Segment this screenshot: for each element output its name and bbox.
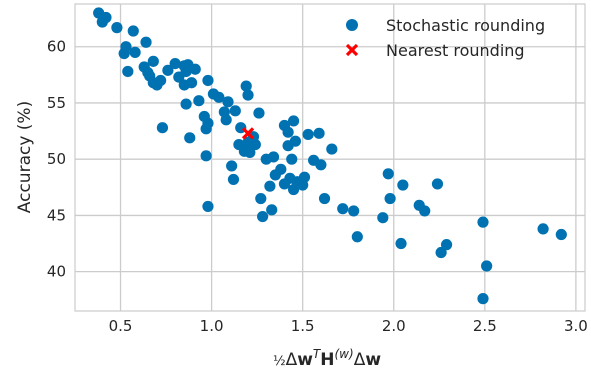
stochastic-rounding-point	[147, 55, 159, 67]
stochastic-rounding-point	[287, 115, 300, 127]
stochastic-rounding-point	[255, 192, 267, 205]
stochastic-rounding-point	[222, 96, 234, 108]
stochastic-rounding-point	[266, 204, 278, 216]
stochastic-rounding-point	[184, 132, 196, 144]
stochastic-rounding-point	[140, 36, 152, 48]
x-axis-label-superscript: (w)	[335, 347, 354, 361]
stochastic-rounding-point	[185, 77, 198, 89]
stochastic-rounding-point	[111, 22, 123, 34]
y-tick-label: 55	[47, 94, 66, 112]
data-points	[93, 7, 567, 305]
stochastic-rounding-point	[289, 135, 301, 147]
stochastic-rounding-point	[481, 260, 493, 272]
x-tick-label: 2.5	[473, 317, 497, 335]
x-axis-label: ½ΔwTH(w)Δw	[273, 347, 381, 370]
stochastic-rounding-point	[155, 74, 167, 87]
stochastic-rounding-point	[169, 58, 181, 70]
stochastic-rounding-point	[226, 160, 238, 172]
stochastic-rounding-point	[100, 11, 112, 24]
stochastic-rounding-point	[477, 293, 489, 305]
stochastic-rounding-point	[282, 126, 294, 138]
stochastic-rounding-point	[202, 200, 214, 213]
stochastic-rounding-point	[431, 178, 444, 190]
x-axis-label-w-2: w	[365, 350, 381, 370]
stochastic-rounding-point	[253, 107, 265, 119]
stochastic-rounding-point	[127, 25, 139, 37]
stochastic-rounding-point	[267, 151, 280, 163]
stochastic-rounding-point	[435, 246, 447, 259]
plot-area	[74, 3, 586, 312]
x-tick-label: 2.0	[382, 317, 406, 335]
stochastic-rounding-point	[555, 228, 567, 241]
y-axis-label: Accuracy (%)	[15, 101, 35, 213]
stochastic-rounding-point	[318, 192, 331, 205]
y-axis-ticks: 40 45 50 55 60	[47, 38, 66, 281]
stochastic-rounding-point	[202, 117, 214, 129]
x-axis-label-transpose: T	[313, 347, 322, 361]
x-tick-label: 1.5	[291, 317, 315, 335]
stochastic-rounding-point	[180, 98, 192, 110]
stochastic-rounding-point	[240, 80, 252, 92]
stochastic-rounding-point	[122, 65, 134, 78]
stochastic-rounding-point	[264, 180, 276, 192]
y-tick-label: 45	[47, 206, 66, 224]
stochastic-rounding-point	[227, 173, 240, 186]
stochastic-rounding-point	[315, 159, 327, 171]
x-axis-label-h: H	[320, 350, 334, 370]
stochastic-rounding-point	[257, 210, 269, 223]
stochastic-rounding-point	[189, 63, 201, 75]
legend: Stochastic rounding Nearest rounding	[345, 16, 545, 60]
stochastic-rounding-point	[162, 64, 174, 76]
stochastic-rounding-point	[193, 95, 205, 107]
stochastic-rounding-point	[244, 146, 256, 159]
x-tick-label: 1.0	[200, 317, 224, 335]
stochastic-rounding-point	[348, 205, 360, 217]
stochastic-rounding-point	[298, 171, 311, 183]
legend-marker-stochastic	[346, 19, 358, 31]
stochastic-rounding-point	[202, 74, 214, 87]
stochastic-rounding-point	[275, 163, 287, 175]
legend-label-stochastic: Stochastic rounding	[386, 16, 545, 35]
x-axis-label-delta: Δ	[286, 350, 298, 370]
stochastic-rounding-point	[395, 237, 407, 250]
stochastic-rounding-point	[384, 192, 396, 205]
y-tick-label: 40	[47, 263, 66, 281]
x-axis-label-half: ½	[273, 354, 286, 369]
stochastic-rounding-point	[120, 41, 132, 53]
stochastic-rounding-point	[156, 122, 169, 134]
stochastic-rounding-point	[302, 128, 314, 141]
x-tick-label: 0.5	[109, 317, 133, 335]
y-tick-label: 50	[47, 150, 66, 168]
stochastic-rounding-point	[286, 153, 298, 165]
stochastic-rounding-point	[382, 168, 394, 180]
x-axis-label-w: w	[297, 350, 313, 370]
stochastic-rounding-point	[220, 114, 232, 126]
y-tick-label: 60	[47, 38, 66, 56]
legend-marker-nearest	[345, 43, 359, 57]
stochastic-rounding-point	[129, 46, 141, 58]
stochastic-rounding-point	[249, 138, 261, 151]
stochastic-rounding-point	[397, 179, 409, 191]
stochastic-rounding-point	[337, 203, 349, 215]
stochastic-rounding-point	[213, 91, 225, 103]
stochastic-rounding-point	[377, 212, 389, 224]
stochastic-rounding-point	[200, 150, 212, 162]
legend-label-nearest: Nearest rounding	[386, 41, 525, 60]
nearest-rounding-point	[241, 127, 255, 140]
stochastic-rounding-point	[440, 239, 453, 251]
x-axis-label-delta-2: Δ	[354, 350, 366, 370]
stochastic-rounding-point	[229, 105, 241, 117]
x-tick-label: 3.0	[564, 317, 588, 335]
x-axis-ticks: 0.5 1.0 1.5 2.0 2.5 3.0	[109, 317, 588, 335]
stochastic-rounding-point	[242, 89, 254, 101]
stochastic-rounding-point	[419, 205, 431, 217]
stochastic-rounding-point	[313, 127, 325, 139]
stochastic-rounding-point	[326, 143, 338, 155]
stochastic-rounding-point	[537, 223, 549, 235]
stochastic-rounding-point	[477, 216, 489, 228]
stochastic-rounding-point	[351, 231, 363, 243]
